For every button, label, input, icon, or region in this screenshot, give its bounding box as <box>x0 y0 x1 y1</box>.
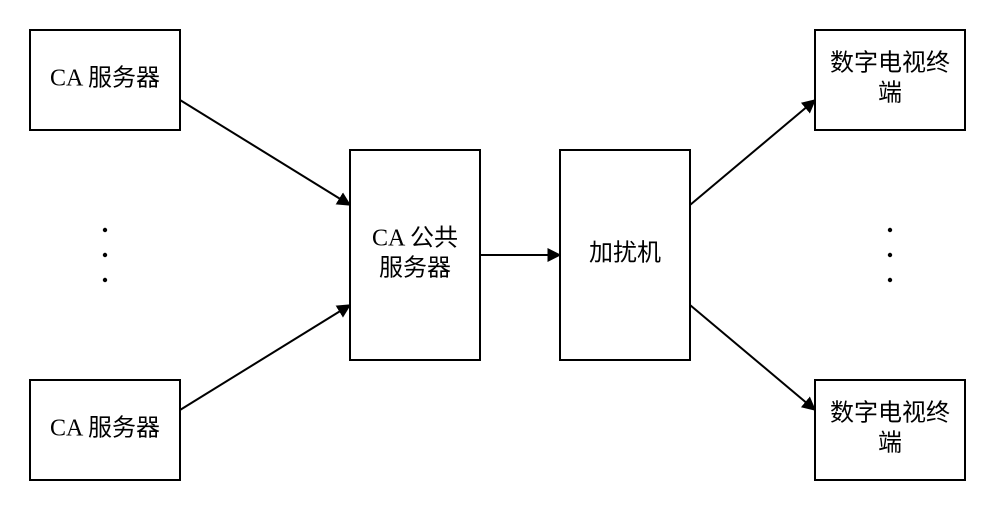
edge-3 <box>690 100 815 205</box>
node-label-term2-line1: 端 <box>878 430 902 457</box>
node-term1: 数字电视终端 <box>815 30 965 130</box>
edge-4 <box>690 305 815 410</box>
node-ca2: CA 服务器 <box>30 380 180 480</box>
node-pub: CA 公共服务器 <box>350 150 480 360</box>
ellipsis-dot-0-2 <box>103 278 107 282</box>
node-label-scr-line0: 加扰机 <box>589 240 661 267</box>
edge-1 <box>180 305 350 410</box>
node-label-term2-line0: 数字电视终 <box>830 400 950 427</box>
node-label-term1-line1: 端 <box>878 80 902 107</box>
ellipsis-dot-0-1 <box>103 253 107 257</box>
node-scr: 加扰机 <box>560 150 690 360</box>
edge-0 <box>180 100 350 205</box>
node-label-ca1-line0: CA 服务器 <box>50 65 160 92</box>
node-term2: 数字电视终端 <box>815 380 965 480</box>
node-label-term1-line0: 数字电视终 <box>830 50 950 77</box>
ellipsis-dot-0-0 <box>103 228 107 232</box>
ellipsis-dot-1-2 <box>888 278 892 282</box>
edges-layer <box>180 100 815 410</box>
ellipsis-dot-1-0 <box>888 228 892 232</box>
ellipsis-dot-1-1 <box>888 253 892 257</box>
node-label-pub-line1: 服务器 <box>379 255 451 282</box>
node-ca1: CA 服务器 <box>30 30 180 130</box>
node-label-pub-line0: CA 公共 <box>372 225 458 252</box>
diagram-canvas: CA 服务器CA 服务器CA 公共服务器加扰机数字电视终端数字电视终端 <box>0 0 1000 516</box>
node-label-ca2-line0: CA 服务器 <box>50 415 160 442</box>
